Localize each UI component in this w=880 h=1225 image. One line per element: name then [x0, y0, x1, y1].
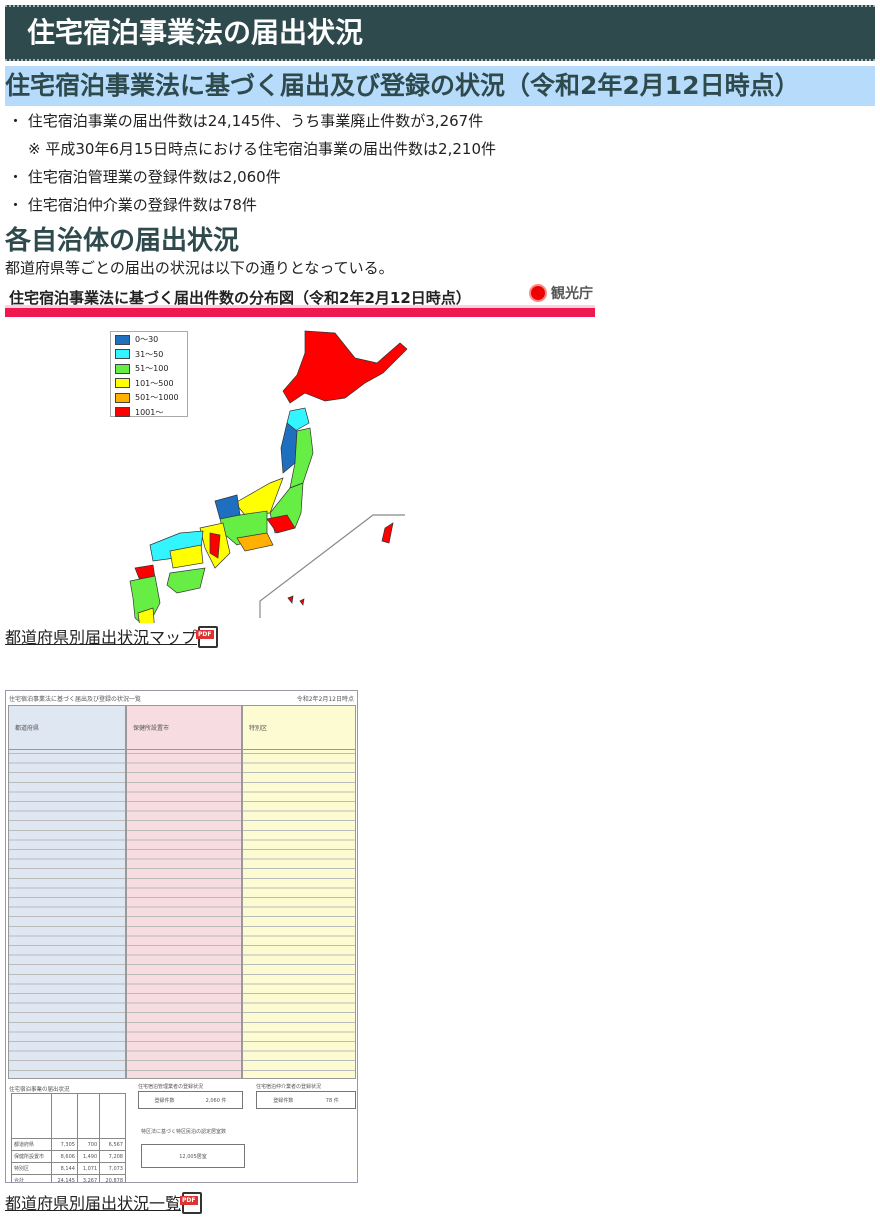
- prefecture-map-pdf-link[interactable]: 都道府県別届出状況マップ PDF: [5, 624, 219, 648]
- map-title: 住宅宿泊事業法に基づく届出件数の分布図（令和2年2月12日時点）: [9, 289, 471, 307]
- japan-map: [129, 330, 408, 623]
- prefecture-list-pdf-link[interactable]: 都道府県別届出状況一覧 PDF: [5, 1190, 203, 1214]
- map-legend: 0～30 31～50 51～100 101～500 501～1000 1001～: [110, 331, 188, 420]
- table-row: 合計 24,145 3,267 20,878: [10, 1174, 126, 1182]
- mgmt-title: 住宅宿泊管理業者の登録状況: [138, 1084, 204, 1090]
- list-note: ※ 平成30年6月15日時点における住宅宿泊事業の届出件数は2,210件: [28, 140, 496, 158]
- broker-box: 登録件数 78 件: [256, 1091, 356, 1109]
- list-item: ・ 住宅宿泊管理業の登録件数は2,060件: [8, 168, 281, 186]
- region-chugoku-s: [169, 544, 204, 569]
- region-kyoto-osaka: [209, 532, 221, 559]
- special-box: 12,005居室: [141, 1144, 245, 1168]
- region-kagoshima: [137, 607, 155, 623]
- section-heading-registration: 住宅宿泊事業法に基づく届出及び登録の状況（令和2年2月12日時点）: [5, 66, 875, 106]
- list-item: ・ 住宅宿泊事業の届出件数は24,145件、うち事業廃止件数が3,267件: [8, 112, 484, 130]
- legend-item: 51～100: [111, 362, 187, 376]
- table-date: 令和2年2月12日時点: [296, 696, 354, 703]
- summary-title: 住宅宿泊事業の届出状況: [9, 1087, 70, 1093]
- region-tohoku-west: [280, 422, 298, 474]
- agency-logo: 観光庁: [529, 283, 593, 303]
- legend-item: 101～500: [111, 377, 187, 391]
- page-title: 住宅宿泊事業法の届出状況: [5, 5, 875, 61]
- region-tokyo: [266, 514, 296, 534]
- distribution-map-image: 住宅宿泊事業法に基づく届出件数の分布図（令和2年2月12日時点） 観光庁 0～3…: [5, 283, 595, 623]
- region-hokuriku: [214, 494, 241, 520]
- table-row: 都道府県 7,305 700 6,567: [10, 1138, 126, 1151]
- broker-title: 住宅宿泊仲介業者の登録状況: [256, 1084, 322, 1090]
- intro-text: 都道府県等ごとの届出の状況は以下の通りとなっている。: [5, 259, 394, 277]
- table-title: 住宅宿泊事業法に基づく届出及び登録の状況一覧: [9, 696, 142, 703]
- legend-item: 1001～: [111, 406, 187, 420]
- legend-item: 31～50: [111, 348, 187, 362]
- region-shizuoka: [236, 532, 274, 552]
- region-chubu-n: [234, 477, 284, 516]
- region-tohoku-north: [286, 407, 310, 432]
- logo-text: 観光庁: [551, 286, 593, 302]
- section-heading-municipalities: 各自治体の届出状況: [5, 226, 240, 256]
- region-ogasawara: [287, 595, 305, 606]
- ward-column: 特別区: [242, 705, 356, 1079]
- region-shikoku: [166, 567, 206, 594]
- region-hokkaido: [282, 330, 408, 404]
- list-item: ・ 住宅宿泊仲介業の登録件数は78件: [8, 196, 257, 214]
- pdf-icon: PDF: [196, 626, 219, 648]
- link-text: 都道府県別届出状況一覧: [5, 1194, 182, 1213]
- special-title: 特区法に基づく特区民泊の認定居室数: [141, 1129, 227, 1135]
- pdf-icon: PDF: [180, 1192, 203, 1214]
- title-underline: [5, 305, 595, 317]
- legend-item: 0～30: [111, 333, 187, 347]
- link-text: 都道府県別届出状況マップ: [5, 628, 198, 647]
- city-column: 保健所設置市: [126, 705, 242, 1079]
- table-row: 保健所設置市 8,606 1,490 7,208: [10, 1150, 126, 1163]
- region-izu: [381, 522, 394, 544]
- prefecture-column: 都道府県: [8, 705, 126, 1079]
- logo-mark-icon: [529, 284, 547, 302]
- prefecture-list-image: 住宅宿泊事業法に基づく届出及び登録の状況一覧 令和2年2月12日時点 都道府県 …: [5, 690, 358, 1183]
- mgmt-box: 登録件数 2,060 件: [138, 1091, 243, 1109]
- legend-item: 501～1000: [111, 391, 187, 405]
- summary-table: 都道府県 7,305 700 6,567 保健所設置市 8,606 1,490 7,208 …: [10, 1093, 126, 1182]
- table-row: 特別区 8,144 1,071 7,073: [10, 1162, 126, 1175]
